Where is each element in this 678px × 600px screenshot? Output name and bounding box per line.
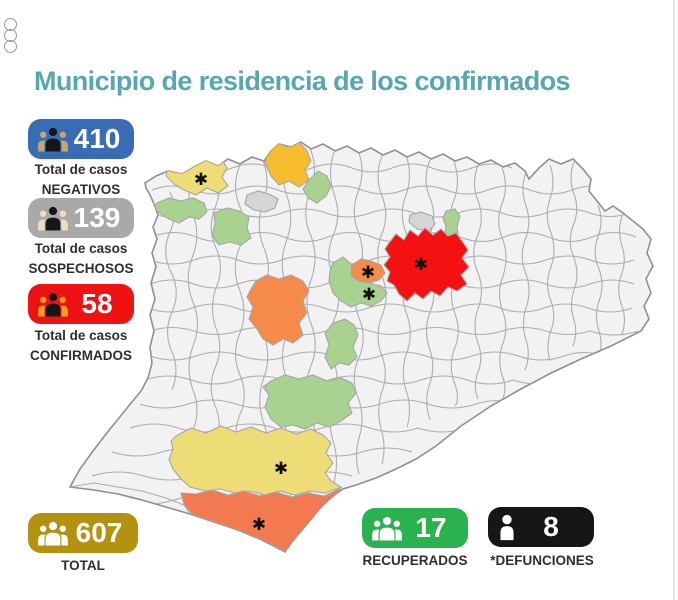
region-west-green-2 [211, 207, 252, 246]
defunciones-marker-icon: ✱ [274, 459, 288, 479]
sospechosos-label: Total de casos SOSPECHOSOS [28, 241, 134, 277]
defunciones-marker-icon: ✱ [414, 255, 428, 275]
total-badge: 607 [28, 513, 138, 553]
drag-handle-icon[interactable] [4, 18, 17, 53]
region-center-orange-small [350, 258, 386, 284]
recuperados-value: 17 [415, 512, 447, 543]
negativos-badge: 410 [28, 119, 134, 159]
confirmados-label: Total de casos CONFIRMADOS [30, 328, 132, 364]
defunciones-marker-icon: ✱ [194, 170, 208, 190]
sospechosos-badge: 139 [28, 198, 134, 238]
negativos-value: 410 [73, 123, 121, 154]
page-edge-divider [673, 0, 675, 600]
highlighted-municipalities [153, 142, 470, 552]
region-south-yellow [168, 425, 343, 496]
defunciones-marker-icon: ✱ [362, 285, 376, 305]
defunciones-value: 8 [543, 511, 559, 542]
person-icon [500, 514, 514, 541]
sospechosos-value: 139 [73, 202, 121, 233]
region-north-gray [244, 190, 279, 213]
region-north-green [302, 170, 332, 204]
dot-icon [4, 40, 17, 53]
confirmados-badge: 58 [28, 284, 134, 324]
defunciones-marker-icon: ✱ [361, 263, 375, 283]
total-value: 607 [75, 517, 123, 548]
confirmados-value: 58 [81, 288, 113, 319]
total-label: TOTAL [61, 558, 105, 573]
recuperados-badge: 17 [362, 508, 468, 548]
region-center-green-south-2 [262, 374, 357, 430]
negativos-label: Total de casos NEGATIVOS [34, 162, 128, 198]
people-icon [37, 205, 69, 232]
region-uruapan-orange [246, 274, 310, 346]
recuperados-label: RECUPERADOS [362, 553, 468, 568]
region-morelia-red [383, 227, 470, 302]
region-center-green-south-1 [324, 318, 359, 370]
defunciones-marker-icon: ✱ [252, 515, 266, 535]
region-nw-of-morelia-gray [408, 211, 436, 232]
defunciones-label: *DEFUNCIONES [490, 553, 594, 568]
people-icon [371, 515, 403, 542]
page-title: Municipio de residencia de los confirmad… [34, 66, 571, 97]
people-icon [37, 520, 69, 547]
defunciones-badge: 8 [488, 507, 594, 547]
people-icon [37, 126, 69, 153]
defunciones-markers: ✱ ✱ ✱ ✱ ✱ ✱ [194, 170, 428, 535]
people-icon [37, 291, 69, 318]
region-west-green-1 [153, 197, 208, 224]
